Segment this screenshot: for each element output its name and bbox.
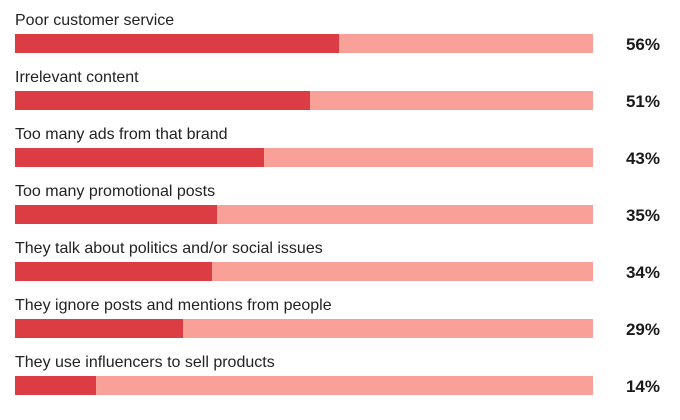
- bar-track: [15, 376, 593, 395]
- value-label: 35%: [625, 206, 660, 225]
- value-label: 51%: [625, 92, 660, 111]
- category-label: Too many ads from that brand: [15, 126, 228, 143]
- value-label: 29%: [625, 320, 660, 339]
- bar: [15, 319, 183, 338]
- bar: [15, 376, 96, 395]
- value-label: 14%: [625, 377, 660, 396]
- bar: [15, 205, 218, 224]
- bar-track: [15, 34, 593, 53]
- category-label: They use influencers to sell products: [15, 354, 275, 371]
- bar-track: [15, 319, 593, 338]
- value-label: 34%: [625, 263, 660, 282]
- value-label: 56%: [625, 35, 660, 54]
- bar-track: [15, 91, 593, 110]
- bar: [15, 148, 264, 167]
- bar: [15, 34, 339, 53]
- category-label: Poor customer service: [15, 12, 175, 29]
- bar-track: [15, 148, 593, 167]
- bar-track: [15, 262, 593, 281]
- value-label: 43%: [625, 149, 660, 168]
- bar: [15, 262, 212, 281]
- bar: [15, 91, 310, 110]
- category-label: Too many promotional posts: [15, 183, 216, 200]
- category-label: They ignore posts and mentions from peop…: [15, 297, 332, 314]
- category-label: They talk about politics and/or social i…: [15, 240, 323, 257]
- bar-track: [15, 205, 593, 224]
- category-label: Irrelevant content: [15, 69, 139, 86]
